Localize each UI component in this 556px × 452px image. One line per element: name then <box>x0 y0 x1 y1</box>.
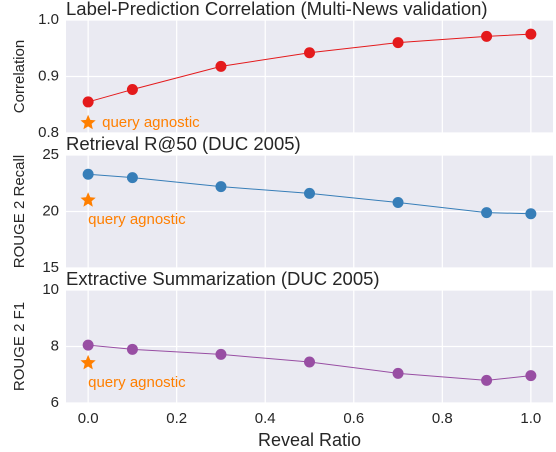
data-point <box>82 96 94 108</box>
data-point <box>126 343 138 355</box>
data-point <box>392 37 404 49</box>
y-tick-label: 25 <box>42 146 59 163</box>
data-point <box>126 172 138 184</box>
annotation-star <box>80 114 96 130</box>
x-tick-label: 0.6 <box>343 410 364 427</box>
y-axis-label: ROUGE 2 F1 <box>11 302 28 391</box>
x-axis-label: Reveal Ratio <box>258 430 361 450</box>
data-point <box>82 168 94 180</box>
annotation-text: query agnostic <box>88 211 186 228</box>
annotation-text: query agnostic <box>102 114 200 131</box>
panel-title: Label-Prediction Correlation (Multi-News… <box>66 0 488 19</box>
y-tick-label: 0.9 <box>38 67 59 84</box>
data-point <box>481 207 493 219</box>
data-point <box>304 356 315 368</box>
panel-title: Retrieval R@50 (DUC 2005) <box>66 133 301 154</box>
data-point <box>215 348 227 360</box>
data-point <box>525 208 537 220</box>
y-tick-label: 10 <box>42 281 59 298</box>
data-point <box>215 181 227 193</box>
y-tick-label: 6 <box>51 394 59 411</box>
data-point <box>304 47 315 59</box>
x-tick-label: 0.8 <box>432 410 453 427</box>
data-point <box>525 370 537 382</box>
y-tick-label: 8 <box>51 337 59 354</box>
data-point <box>481 374 493 386</box>
y-tick-label: 20 <box>42 202 59 219</box>
x-tick-label: 0.2 <box>166 410 187 427</box>
x-tick-label: 0.0 <box>78 410 99 427</box>
y-tick-label: 1.0 <box>38 11 59 28</box>
data-point <box>126 83 138 95</box>
panel-title: Extractive Summarization (DUC 2005) <box>66 268 380 289</box>
data-point <box>392 196 404 208</box>
data-point <box>304 187 315 199</box>
y-tick-label: 15 <box>42 259 59 276</box>
data-point <box>392 367 404 379</box>
y-axis-label: ROUGE 2 Recall <box>11 155 28 268</box>
data-point <box>481 30 493 42</box>
data-point <box>525 28 537 40</box>
annotation-star <box>80 354 96 370</box>
annotation-star <box>80 192 96 207</box>
data-point <box>215 60 227 72</box>
y-axis-label: Correlation <box>11 40 28 113</box>
annotation-text: query agnostic <box>88 374 186 391</box>
x-tick-label: 0.4 <box>255 410 276 427</box>
data-point <box>82 339 94 351</box>
x-tick-label: 1.0 <box>520 410 541 427</box>
y-tick-label: 0.8 <box>38 124 59 141</box>
